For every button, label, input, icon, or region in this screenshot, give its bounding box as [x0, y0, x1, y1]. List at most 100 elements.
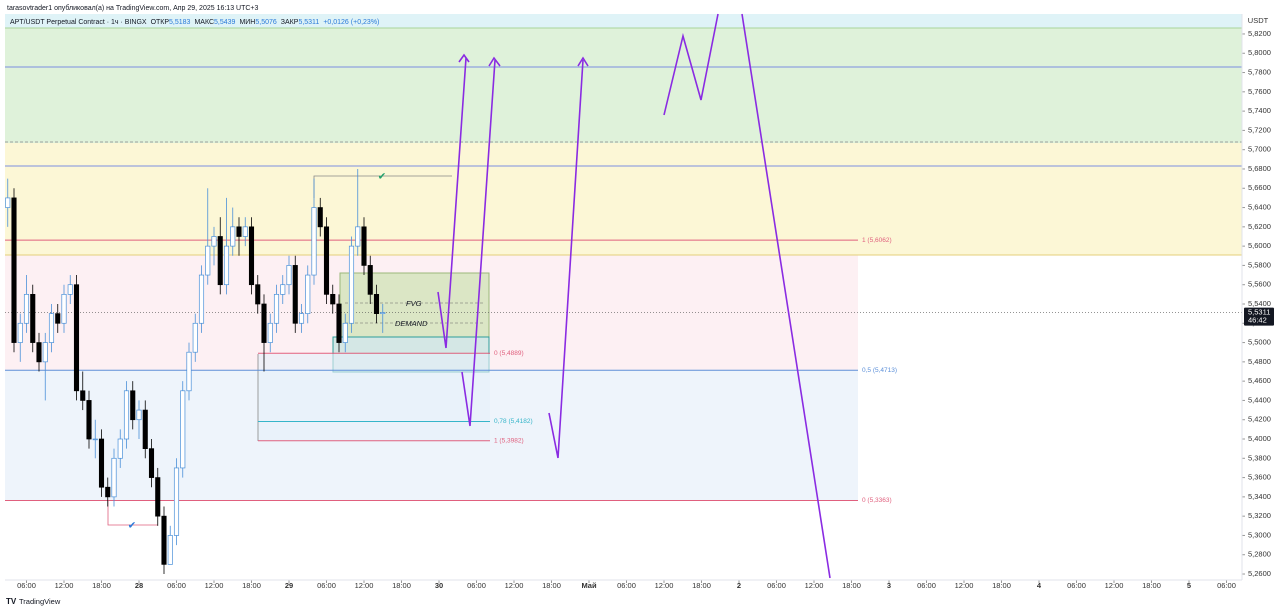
y-tick-label: 5,3000: [1248, 530, 1271, 539]
candle-body: [236, 226, 242, 237]
ohlc-change: +0,0126 (+0,23%): [323, 19, 379, 26]
candle-body: [342, 322, 348, 343]
candle-body: [323, 226, 330, 295]
y-tick-label: 5,6000: [1248, 241, 1271, 250]
x-tick-label: 12:00: [505, 581, 524, 590]
x-tick-label: 2: [737, 581, 741, 590]
x-tick-label: 12:00: [1105, 581, 1124, 590]
candle-body: [148, 448, 155, 478]
candle-body: [361, 226, 367, 266]
candle-body: [248, 226, 255, 286]
x-tick-label: 4: [1037, 581, 1042, 590]
x-tick-label: 18:00: [542, 581, 561, 590]
y-tick-label: 5,5600: [1248, 280, 1271, 289]
arrow-head: [458, 53, 470, 63]
y-tick-label: 5,7400: [1248, 106, 1271, 115]
projection-path: [437, 57, 467, 349]
last-price-badge: [1244, 307, 1274, 326]
ohlc-value: 5,5183: [169, 19, 191, 26]
projection-path: [741, 13, 831, 579]
y-tick-label: 5,3400: [1248, 492, 1271, 501]
candle-body: [105, 486, 111, 498]
candle-body: [355, 226, 361, 247]
x-tick-label: 06:00: [467, 581, 486, 590]
projection-path: [461, 59, 496, 427]
x-tick-label: 06:00: [317, 581, 336, 590]
ohlc-label: МИН: [239, 19, 255, 26]
y-tick-label: 5,4600: [1248, 376, 1271, 385]
candle-body: [161, 515, 167, 565]
ohlc-value: 5,5311: [298, 19, 319, 26]
arrow-head: [577, 56, 589, 67]
x-tick-label: 18:00: [392, 581, 411, 590]
candle-body: [367, 265, 373, 295]
candle-body: [42, 342, 48, 363]
candle-body: [223, 245, 230, 286]
candle-body: [242, 226, 248, 237]
candle-body: [80, 390, 86, 401]
candles: [5, 168, 386, 575]
projection-path: [548, 59, 584, 459]
brand: TradingView: [19, 597, 61, 606]
annotations: 1 (5,6062) 0,5 (5,4713) 0 (5,3363) 0 (5,488…: [5, 237, 1274, 504]
arrow-head: [488, 56, 501, 67]
candle-body: [130, 390, 136, 421]
candle-body: [186, 351, 192, 392]
last-price-label: 5,5311: [1248, 308, 1270, 317]
y-tick-label: 5,3200: [1248, 511, 1271, 520]
y-tick-label: 5,6800: [1248, 164, 1271, 173]
y-tick-label: 5,5400: [1248, 299, 1271, 308]
candle-body: [230, 226, 236, 247]
candle-body: [286, 265, 292, 286]
ohlc-value: 5,5076: [255, 19, 277, 26]
candle-body: [73, 284, 80, 392]
x-tick-label: 06:00: [917, 581, 936, 590]
symbol: APT/USDT Perpetual Contract · 1ч · BINGX: [10, 19, 147, 26]
y-tick-label: 5,8000: [1248, 48, 1271, 57]
candle-body: [92, 438, 98, 441]
check-mark: ✔: [378, 172, 386, 183]
y-tick-label: 5,4200: [1248, 415, 1271, 424]
x-tick-label: 06:00: [1217, 581, 1236, 590]
byline: tarasovtrader1 опубликовал(а) на Trading…: [7, 4, 259, 12]
zone: [5, 14, 1242, 28]
x-tick-label: 06:00: [17, 581, 36, 590]
y-axis-label: USDT: [1248, 16, 1269, 25]
annotation-label: 1 (5,3982): [494, 437, 524, 444]
x-tick-label: Май: [581, 581, 597, 590]
candle-body: [198, 274, 205, 324]
candle-body: [11, 197, 17, 343]
y-tick-label: 5,5800: [1248, 260, 1271, 269]
candle-body: [17, 322, 23, 343]
y-tick-label: 5,5000: [1248, 338, 1271, 347]
candle-body: [373, 293, 380, 314]
check-mark: ✔: [128, 521, 136, 532]
zone: [5, 28, 1242, 143]
ohlc-label: ЗАКР: [281, 19, 299, 26]
candle-body: [217, 236, 223, 286]
annotation-label: 1 (5,6062): [862, 237, 892, 244]
candle-body: [117, 438, 123, 459]
zone-label: FVG: [406, 299, 422, 308]
annotation-label: 0 (5,4889): [494, 350, 524, 357]
x-tick-label: 29: [285, 581, 293, 590]
candle-body: [123, 390, 130, 440]
zone: [5, 143, 1242, 255]
y-tick-label: 5,7800: [1248, 68, 1271, 77]
y-tick-label: 5,3600: [1248, 473, 1271, 482]
x-tick-label: 18:00: [1142, 581, 1161, 590]
y-tick-label: 5,4800: [1248, 357, 1271, 366]
brand-logo: TV: [6, 597, 17, 606]
candle-body: [255, 284, 261, 305]
x-tick-label: 12:00: [355, 581, 374, 590]
candle-body: [136, 409, 142, 421]
y-tick-label: 5,7600: [1248, 87, 1271, 96]
y-tick-label: 5,6200: [1248, 222, 1271, 231]
x-tick-label: 12:00: [805, 581, 824, 590]
x-tick-label: 06:00: [1067, 581, 1086, 590]
x-tick-label: 06:00: [767, 581, 786, 590]
candle-body: [205, 245, 211, 276]
candle-body: [48, 313, 55, 343]
x-tick-label: 3: [887, 581, 891, 590]
